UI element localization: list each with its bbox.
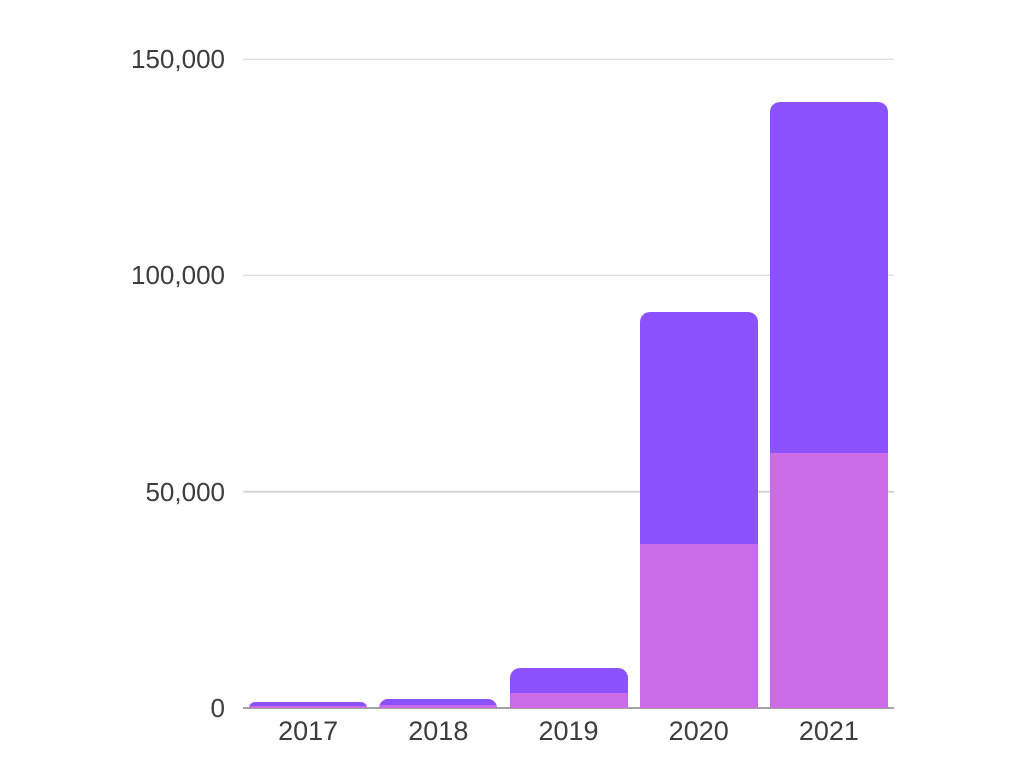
bar-segment-2021-pink	[769, 452, 888, 708]
bar-segment-2021-purple	[769, 102, 888, 453]
bar-slot-2018	[373, 59, 503, 708]
bar-segment-2018-purple	[379, 699, 498, 705]
x-tick-label: 2021	[798, 716, 859, 746]
bar-slot-2020	[634, 59, 764, 708]
bar-segment-2020-pink	[639, 544, 758, 708]
stacked-bar-2020	[639, 312, 758, 708]
bar-segment-2019-purple	[509, 668, 628, 693]
y-tick-label: 150,000	[131, 44, 225, 74]
y-axis-labels: 0 50,000 100,000 150,000	[0, 46, 225, 721]
bar-slot-2021	[764, 59, 894, 708]
gridline	[243, 490, 894, 493]
bar-segment-2019-pink	[509, 692, 628, 708]
x-tick-label: 2019	[538, 716, 599, 746]
stacked-bar-2019	[509, 668, 628, 708]
bars-container	[243, 59, 894, 708]
bar-segment-2017-pink	[249, 705, 368, 708]
x-tick-label: 2018	[408, 716, 469, 746]
bar-segment-2020-purple	[639, 312, 758, 545]
stacked-bar-2018	[379, 699, 498, 708]
bar-segment-2018-pink	[379, 704, 498, 708]
stacked-bar-2017	[249, 701, 368, 708]
x-axis-line	[243, 707, 894, 709]
stacked-bar-2021	[769, 102, 888, 708]
gridline	[243, 58, 894, 60]
bar-segment-2017-purple	[249, 701, 368, 706]
y-tick-label: 50,000	[145, 476, 225, 507]
bar-slot-2017	[243, 59, 373, 708]
y-tick-label: 0	[210, 693, 225, 723]
gridline	[243, 274, 894, 277]
x-tick-label: 2020	[668, 716, 729, 746]
x-tick-label: 2017	[278, 716, 339, 746]
x-axis-labels: 2017 2018 2019 2020 2021	[243, 714, 894, 749]
bar-slot-2019	[503, 59, 633, 708]
plot-area	[243, 58, 894, 709]
y-tick-label: 100,000	[131, 260, 225, 291]
